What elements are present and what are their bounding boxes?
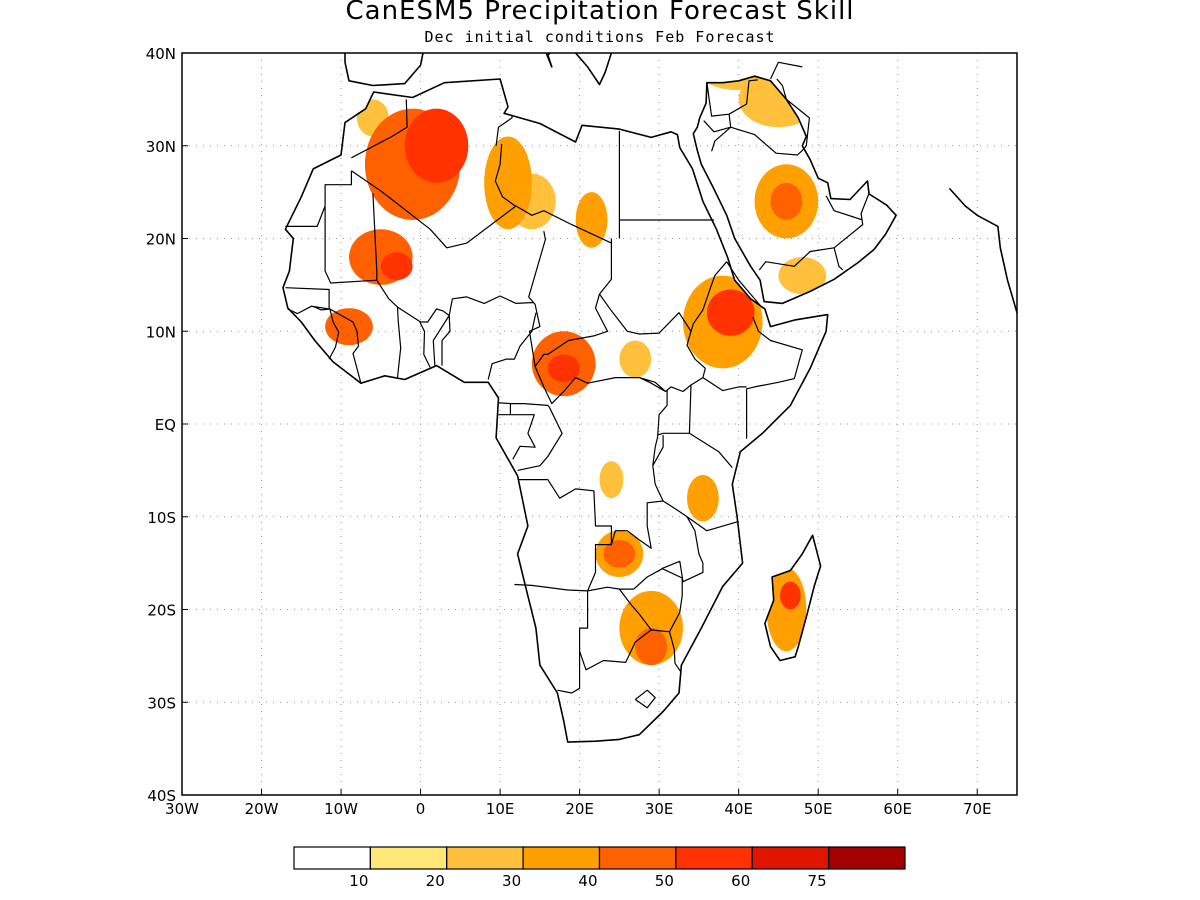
- lon-tick-label: 20E: [565, 800, 594, 818]
- colorbar-swatch: [598, 846, 677, 870]
- skill-region: [619, 340, 652, 378]
- skill-region: [575, 192, 608, 248]
- map-outlines: [282, 53, 1017, 743]
- chart-subtitle: Dec initial conditions Feb Forecast: [424, 28, 776, 46]
- axis-ticks: 30W 20W 10W 0 10E 20E 30E 40E 50E 60E 70E 40N 30N 20N…: [146, 45, 992, 818]
- arabia-coastline: [692, 75, 897, 305]
- lat-tick-label: 40N: [146, 45, 176, 63]
- skill-region: [603, 539, 636, 568]
- lon-tick-label: 20W: [245, 800, 279, 818]
- colorbar-label: 60: [731, 872, 750, 890]
- colorbar-label: 20: [426, 872, 445, 890]
- skill-region: [380, 252, 413, 281]
- colorbar: 10 20 30 40 50 60 75: [293, 846, 906, 890]
- map-background: [182, 53, 1017, 795]
- colorbar-label: 10: [349, 872, 368, 890]
- colorbar-swatch: [675, 846, 753, 870]
- lat-tick-label: 20N: [146, 231, 176, 249]
- lon-tick-label: 40E: [724, 800, 753, 818]
- lat-tick-label: 20S: [147, 602, 176, 620]
- skill-region: [325, 308, 373, 346]
- skill-region: [780, 581, 801, 610]
- skill-region: [706, 289, 755, 336]
- colorbar-label: 40: [578, 872, 597, 890]
- lon-tick-label: 50E: [804, 800, 833, 818]
- india-coastline: [948, 187, 1017, 315]
- lon-tick-label: 30E: [645, 800, 674, 818]
- skill-region: [404, 108, 469, 183]
- lat-tick-label: 30S: [147, 694, 176, 712]
- africa-coastline: [282, 78, 829, 743]
- lon-tick-label: 10W: [324, 800, 358, 818]
- skill-region: [484, 136, 532, 230]
- lat-tick-label: 10N: [146, 323, 176, 341]
- lon-tick-label: 60E: [883, 800, 912, 818]
- colorbar-swatch: [446, 846, 524, 870]
- skill-region: [686, 475, 719, 522]
- lat-tick-label: EQ: [155, 416, 176, 434]
- skill-region: [770, 182, 803, 220]
- chart-title: CanESM5 Precipitation Forecast Skill: [345, 0, 855, 26]
- skill-region: [547, 354, 580, 383]
- colorbar-swatch: [828, 846, 906, 870]
- lon-tick-label: 70E: [963, 800, 992, 818]
- skill-region: [599, 461, 624, 499]
- skill-region: [635, 628, 668, 666]
- lat-tick-label: 10S: [147, 509, 176, 527]
- colorbar-label: 30: [502, 872, 521, 890]
- colorbar-swatch: [522, 846, 601, 870]
- lat-tick-label: 30N: [146, 138, 176, 156]
- skill-region: [778, 257, 827, 295]
- country-borders: [285, 61, 870, 709]
- colorbar-swatch: [369, 846, 448, 870]
- lon-tick-label: 0: [416, 800, 426, 818]
- colorbar-label: 75: [808, 872, 827, 890]
- madagascar-coastline: [764, 534, 822, 662]
- lon-tick-label: 30W: [165, 800, 199, 818]
- colorbar-label: 50: [655, 872, 674, 890]
- lon-tick-label: 10E: [486, 800, 515, 818]
- colorbar-swatch: [293, 846, 371, 870]
- lat-tick-label: 40S: [147, 787, 176, 805]
- colorbar-swatch: [751, 846, 830, 870]
